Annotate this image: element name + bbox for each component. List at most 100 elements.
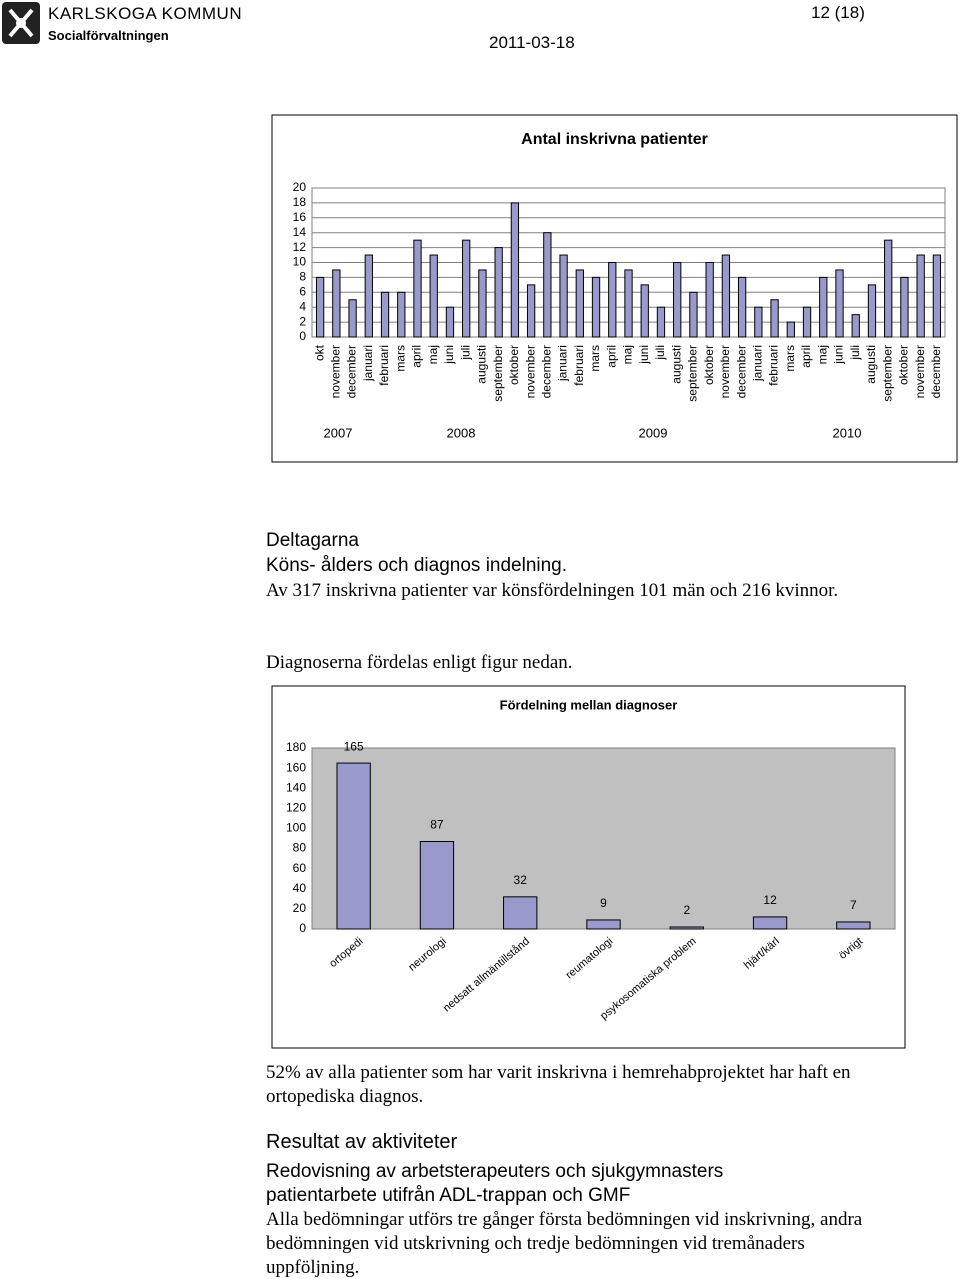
y-tick-label: 12 bbox=[293, 240, 307, 254]
x-tick-label: september bbox=[491, 345, 505, 402]
y-tick-label: 40 bbox=[293, 881, 307, 895]
bar bbox=[786, 321, 795, 338]
bar bbox=[802, 306, 812, 338]
bar bbox=[336, 762, 371, 930]
bar bbox=[640, 284, 649, 338]
y-tick-label: 140 bbox=[286, 780, 306, 794]
bar bbox=[673, 262, 682, 338]
y-tick-label: 4 bbox=[299, 299, 306, 313]
data-label: 2 bbox=[683, 903, 690, 917]
x-tick-label: februari bbox=[377, 345, 391, 386]
x-tick-label: oktober bbox=[507, 345, 521, 385]
y-tick-label: 20 bbox=[293, 180, 307, 194]
logo bbox=[2, 2, 40, 44]
bar bbox=[721, 254, 731, 338]
x-tick-label: juli bbox=[848, 345, 862, 361]
bar bbox=[705, 262, 714, 338]
paragraph: Av 317 inskrivna patienter var könsförde… bbox=[266, 580, 839, 601]
chart-title: Antal inskrivna patienter bbox=[521, 131, 708, 148]
x-tick-label: december bbox=[345, 345, 359, 398]
x-tick-label: januari bbox=[361, 345, 375, 382]
bar bbox=[851, 314, 860, 338]
bar bbox=[348, 299, 357, 338]
x-tick-label: juli bbox=[458, 345, 472, 361]
x-tick-label: juli bbox=[653, 345, 667, 361]
year-label: 2008 bbox=[447, 425, 476, 440]
bar bbox=[770, 299, 779, 338]
bar bbox=[543, 232, 552, 338]
x-tick-label: september bbox=[686, 345, 700, 402]
bar bbox=[510, 202, 520, 338]
y-tick-label: 60 bbox=[293, 861, 307, 875]
y-tick-label: 100 bbox=[286, 821, 306, 835]
bar bbox=[932, 254, 942, 338]
x-tick-label: augusti bbox=[475, 345, 489, 384]
y-tick-label: 160 bbox=[286, 760, 306, 774]
org-name: KARLSKOGA KOMMUN bbox=[48, 4, 243, 23]
bar bbox=[836, 921, 871, 930]
x-tick-label: juni bbox=[637, 345, 651, 365]
y-tick-label: 80 bbox=[293, 841, 307, 855]
subheading: Redovisning av arbetsterapeuters och sju… bbox=[266, 1161, 724, 1206]
bar bbox=[900, 276, 909, 338]
x-tick-label: november bbox=[718, 345, 732, 398]
bar bbox=[689, 291, 698, 338]
heading: Deltagarna bbox=[266, 530, 359, 551]
y-tick-label: 2 bbox=[299, 314, 306, 328]
paragraph: Alla bedömningar utförs tre gånger först… bbox=[266, 1209, 863, 1278]
x-tick-label: april bbox=[604, 345, 618, 368]
bar bbox=[586, 919, 621, 930]
x-tick-label: okt bbox=[312, 344, 326, 361]
x-tick-label: december bbox=[734, 345, 748, 398]
bar bbox=[624, 269, 633, 338]
x-tick-label: september bbox=[880, 345, 894, 402]
bar bbox=[608, 262, 617, 338]
x-tick-label: maj bbox=[815, 345, 829, 364]
x-tick-label: juni bbox=[442, 345, 456, 365]
x-tick-label: oktober bbox=[702, 345, 716, 385]
chart-title: Fördelning mellan diagnoser bbox=[500, 697, 678, 712]
bar bbox=[916, 254, 925, 338]
chart-2: Fördelning mellan diagnoser 0 20 40 60 80 100 1… bbox=[271, 685, 906, 1049]
year-label: 2007 bbox=[324, 425, 353, 440]
y-tick-label: 18 bbox=[293, 195, 307, 209]
bar bbox=[380, 291, 390, 338]
bar bbox=[478, 269, 487, 338]
x-tick-label: mars bbox=[393, 345, 407, 372]
bar bbox=[884, 239, 893, 338]
data-label: 87 bbox=[430, 818, 444, 832]
bar bbox=[364, 254, 373, 338]
y-tick-label: 20 bbox=[293, 901, 307, 915]
x-tick-label: november bbox=[329, 345, 343, 398]
y-tick-label: 180 bbox=[286, 740, 306, 754]
y-tick-label: 14 bbox=[293, 225, 307, 239]
x-tick-label: augusti bbox=[864, 345, 878, 384]
y-tick-label: 6 bbox=[299, 284, 306, 298]
year-label: 2009 bbox=[639, 425, 668, 440]
bar bbox=[669, 926, 704, 930]
paragraph: Diagnoserna fördelas enligt figur nedan. bbox=[266, 652, 573, 673]
bar bbox=[462, 239, 471, 338]
x-tick-label: maj bbox=[621, 345, 635, 364]
x-tick-label: november bbox=[523, 345, 537, 398]
x-tick-label: maj bbox=[426, 345, 440, 364]
data-label: 9 bbox=[600, 896, 607, 910]
bar bbox=[419, 841, 455, 930]
bar bbox=[591, 276, 601, 338]
y-tick-label: 0 bbox=[299, 921, 306, 935]
x-tick-label: februari bbox=[572, 345, 586, 386]
x-tick-label: april bbox=[799, 345, 813, 368]
y-tick-label: 120 bbox=[286, 801, 306, 815]
x-tick-label: februari bbox=[767, 345, 781, 386]
x-tick-label: december bbox=[929, 345, 943, 398]
bar bbox=[754, 306, 763, 338]
bar bbox=[332, 269, 341, 338]
data-label: 12 bbox=[763, 893, 777, 907]
date: 2011-03-18 bbox=[489, 33, 575, 52]
x-tick-label: augusti bbox=[669, 345, 683, 384]
x-tick-label: december bbox=[540, 345, 554, 398]
y-tick-label: 0 bbox=[299, 329, 306, 343]
data-label: 32 bbox=[514, 873, 528, 887]
dept-name: Socialförvaltningen bbox=[48, 28, 169, 43]
